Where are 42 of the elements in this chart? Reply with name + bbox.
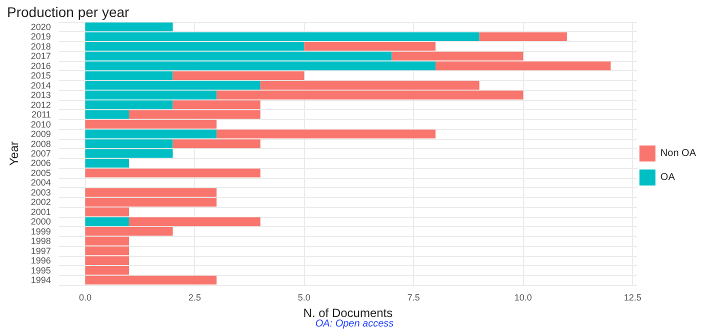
y-tick-label: 2019: [30, 32, 51, 42]
text: OA: Open access: [315, 318, 394, 330]
y-tick-label: 2017: [30, 51, 51, 62]
y-tick-label: 2007: [30, 148, 51, 158]
legend-label: Non OA: [660, 148, 696, 159]
y-tick-label: 1996: [30, 256, 51, 266]
x-tick-label: 10.0: [514, 292, 532, 302]
y-tick-label: 2014: [30, 80, 51, 90]
y-tick-label: 2008: [30, 138, 51, 149]
x-tick-label: 2.5: [188, 292, 201, 302]
y-tick-label: 1994: [30, 275, 51, 286]
y-tick-label: 1995: [30, 265, 51, 276]
y-tick-label: 2002: [30, 197, 51, 208]
x-tick-label: 7.5: [407, 292, 420, 302]
x-tick-label: 12.5: [624, 292, 642, 302]
bar: [85, 168, 260, 178]
y-tick-label: 2009: [30, 129, 51, 140]
y-tick-label: 2010: [30, 119, 51, 130]
y-tick-label: 2015: [30, 70, 51, 81]
y-tick-label: 2006: [30, 158, 51, 168]
y-tick-label: 2001: [30, 206, 51, 217]
x-tick-label: 0.0: [78, 292, 92, 302]
legend-label: OA: [660, 172, 676, 183]
y-tick-label: 2020: [30, 22, 51, 32]
y-tick-label: 1999: [30, 226, 51, 236]
y-tick-label: 2016: [30, 60, 51, 71]
y-tick-label: 2013: [30, 90, 51, 100]
y-tick-label: 2003: [30, 187, 51, 198]
y-tick-label: 1998: [30, 236, 51, 246]
y-tick-label: 2018: [30, 41, 51, 52]
x-tick-label: 5.0: [298, 292, 310, 302]
y-tick-label: 2000: [30, 216, 51, 227]
chart-title: Production per year: [7, 4, 130, 20]
y-tick-label: 2005: [30, 168, 51, 178]
x-axis-title: N. of Documents: [303, 306, 393, 320]
y-axis-title: Year: [7, 141, 21, 166]
bar: [479, 32, 567, 41]
bar: [85, 217, 129, 226]
y-tick-label: 2012: [30, 100, 51, 110]
y-tick-label: 2011: [32, 110, 51, 120]
y-tick-label: 1997: [30, 246, 51, 256]
y-tick-label: 2004: [30, 178, 51, 188]
